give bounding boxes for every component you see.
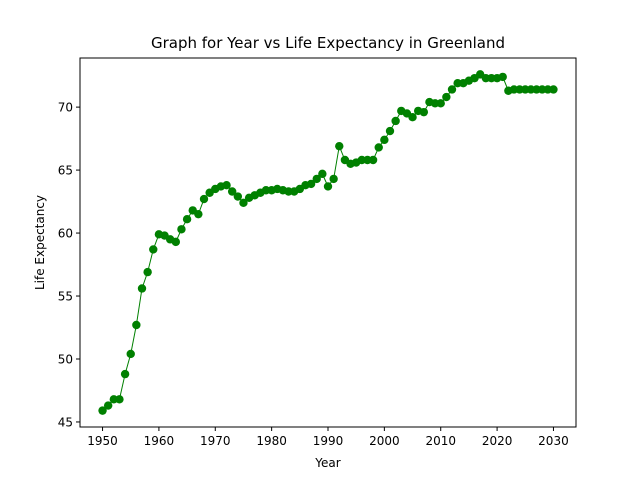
x-axis: 1950 1960 1970 1980 1990 2000 2010 2020 2030 <box>87 427 569 448</box>
y-tick-label: 50 <box>58 352 73 366</box>
data-point <box>103 401 113 410</box>
y-axis-label: Life Expectancy <box>33 195 47 290</box>
data-point <box>385 126 395 136</box>
y-tick-label: 70 <box>58 101 73 115</box>
data-point <box>436 99 445 108</box>
data-point <box>368 155 378 165</box>
data-point <box>149 245 158 254</box>
data-point <box>419 107 429 117</box>
data-point <box>380 135 389 145</box>
data-point <box>329 174 338 184</box>
y-tick-label: 55 <box>58 290 73 304</box>
x-tick-label: 2000 <box>369 434 400 448</box>
data-point <box>323 182 333 191</box>
data-point <box>177 225 186 234</box>
y-axis: 45 50 55 60 65 70 <box>58 101 80 429</box>
data-point <box>120 369 130 379</box>
data-point <box>98 406 107 415</box>
y-tick-label: 60 <box>58 227 73 241</box>
data-point <box>549 85 558 94</box>
x-tick-label: 1980 <box>256 434 287 448</box>
data-point <box>408 112 417 122</box>
plot-area <box>98 70 558 415</box>
x-tick-label: 2020 <box>482 434 513 448</box>
x-tick-label: 2010 <box>425 434 456 448</box>
data-point <box>318 169 327 179</box>
data-point <box>239 198 248 208</box>
data-point <box>143 267 152 277</box>
data-point <box>115 395 124 404</box>
chart-title: Graph for Year vs Life Expectancy in Gre… <box>151 34 505 52</box>
x-tick-label: 1960 <box>144 434 175 448</box>
data-point <box>182 215 192 224</box>
x-tick-label: 2030 <box>538 434 569 448</box>
data-point <box>233 192 243 201</box>
data-point <box>374 143 383 152</box>
x-tick-label: 1970 <box>200 434 231 448</box>
data-point <box>335 141 344 151</box>
x-tick-label: 1990 <box>313 434 344 448</box>
data-point <box>312 174 321 184</box>
data-point <box>132 320 141 330</box>
data-point <box>171 237 181 247</box>
x-tick-label: 1950 <box>87 434 118 448</box>
data-point <box>442 92 451 102</box>
data-point <box>194 209 203 219</box>
y-tick-label: 65 <box>58 164 73 178</box>
data-point <box>498 72 507 82</box>
x-axis-label: Year <box>314 456 340 470</box>
data-point <box>222 181 231 190</box>
data-point <box>447 85 457 94</box>
data-point <box>227 187 237 196</box>
data-point <box>126 349 135 359</box>
data-point <box>137 284 147 293</box>
data-point <box>391 116 400 126</box>
y-tick-label: 45 <box>58 415 73 429</box>
data-point <box>306 179 316 189</box>
data-point <box>199 194 209 204</box>
